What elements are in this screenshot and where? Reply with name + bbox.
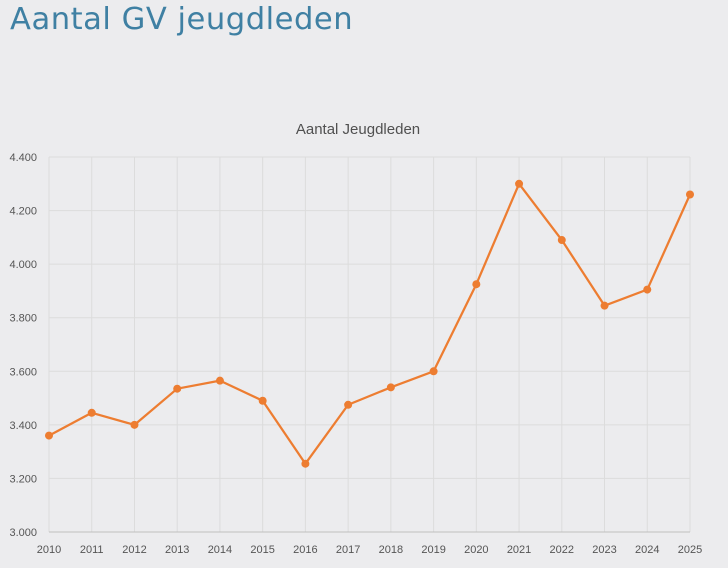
data-point [557,236,566,245]
y-tick-label: 3.200 [9,473,37,485]
data-point [600,301,609,310]
x-tick-label: 2024 [635,544,659,556]
data-point [643,285,652,294]
x-tick-label: 2017 [336,544,360,556]
page-heading: Aantal GV jeugdleden [10,2,354,37]
data-point [515,179,524,188]
x-tick-label: 2022 [550,544,574,556]
data-point [301,459,310,468]
x-axis: 2010 2011 2012 2013 2014 2015 2016 2017 2018 2019… [37,531,702,556]
x-tick-label: 2015 [250,544,274,556]
gridlines [48,156,691,533]
y-tick-label: 3.000 [9,527,37,539]
x-tick-label: 2016 [293,544,317,556]
y-axis: 3.000 3.200 3.400 3.600 3.800 4.000 4.200 4.400 [9,152,37,539]
x-tick-label: 2025 [678,544,702,556]
data-point [686,190,694,199]
data-point [429,367,438,376]
y-tick-label: 3.400 [9,420,37,432]
x-tick-label: 2011 [80,544,104,556]
x-tick-label: 2018 [379,544,403,556]
x-tick-label: 2013 [165,544,189,556]
data-point [215,376,224,385]
x-tick-label: 2010 [37,544,61,556]
y-tick-label: 4.000 [9,259,37,271]
x-tick-label: 2020 [464,544,488,556]
y-tick-label: 3.800 [9,313,37,325]
data-point [386,383,395,392]
x-tick-label: 2019 [421,544,445,556]
data-point [45,431,53,440]
x-tick-label: 2021 [507,544,531,556]
data-point [130,420,139,429]
x-tick-label: 2014 [208,544,232,556]
x-tick-label: 2012 [122,544,146,556]
chart-title: Aantal Jeugdleden [296,121,420,138]
y-tick-label: 4.200 [9,206,37,218]
series-line [48,182,692,465]
data-point [173,384,182,393]
x-tick-label: 2023 [592,544,616,556]
data-point [258,396,267,405]
data-point [87,408,96,417]
data-point [472,280,481,289]
y-tick-label: 3.600 [9,366,37,378]
series-layer [45,179,694,468]
data-point [344,400,353,409]
y-tick-label: 4.400 [9,152,37,164]
